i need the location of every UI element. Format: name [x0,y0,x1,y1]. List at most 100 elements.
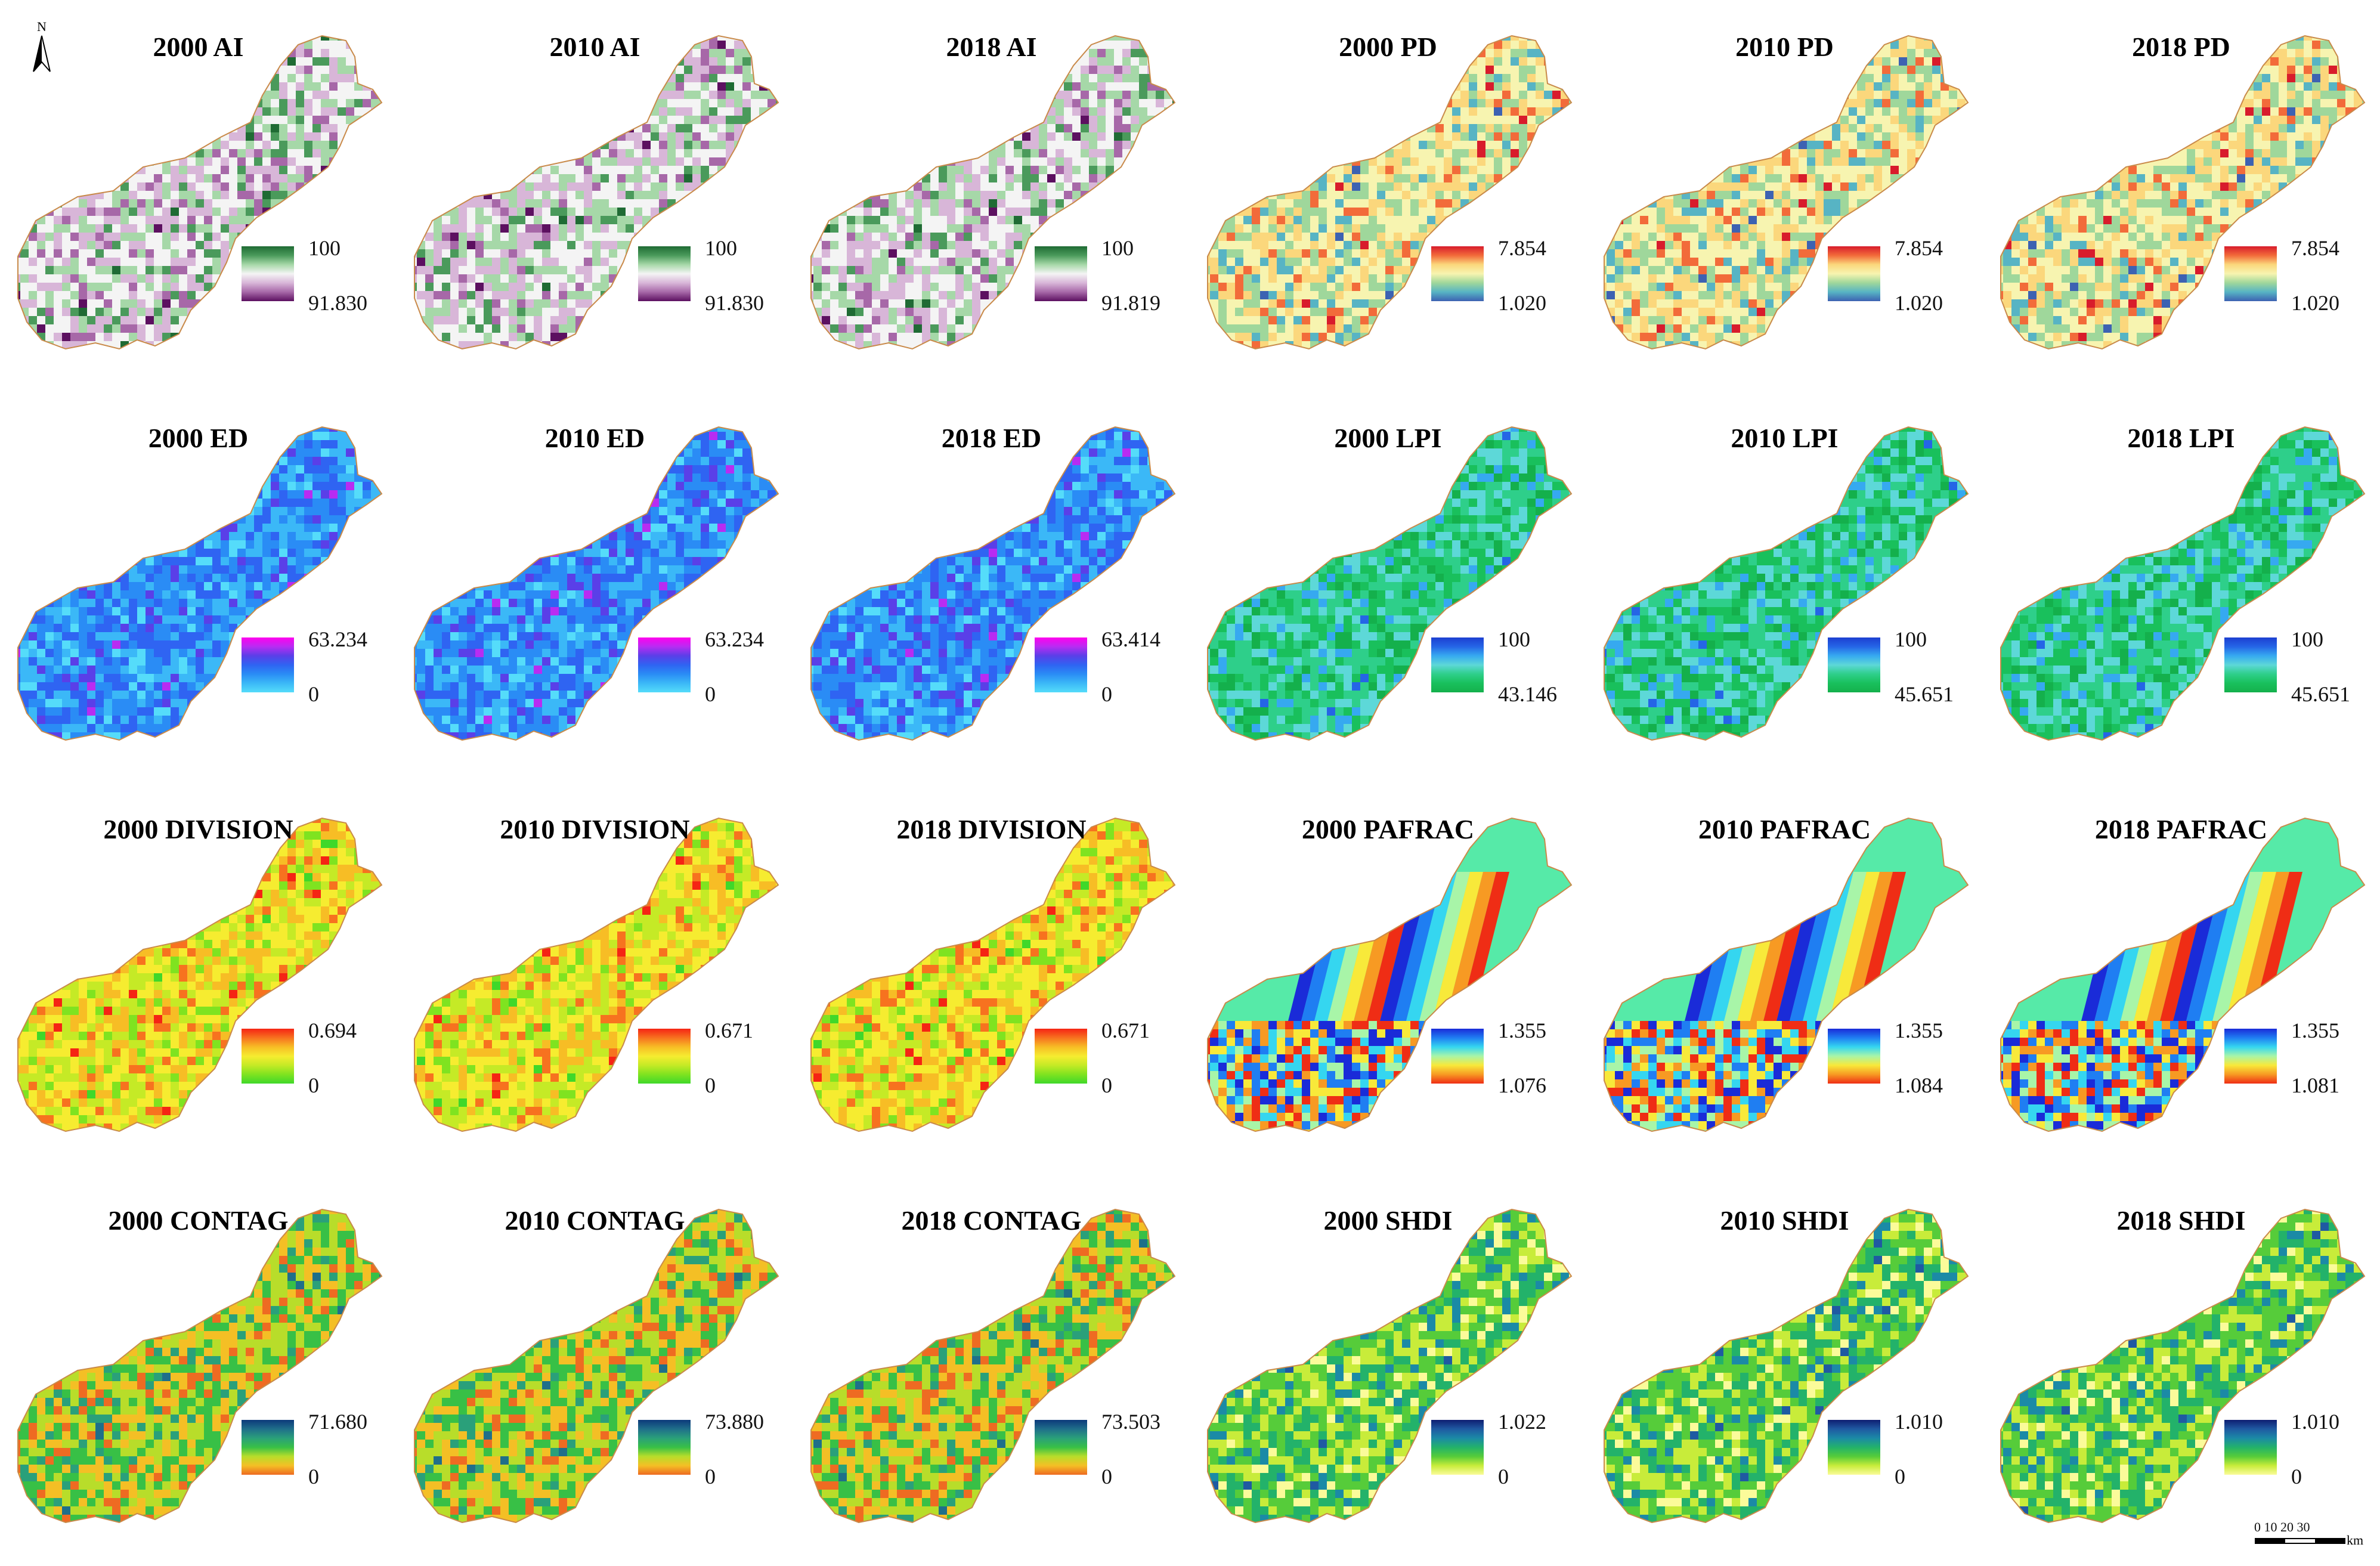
legend-max-value: 1.022 [1498,1409,1546,1434]
scale-unit: km [2347,1533,2363,1548]
legend-color-ramp [638,1420,691,1475]
legend-min-value: 1.084 [1895,1073,1943,1098]
landscape-map [2000,1208,2366,1524]
legend-max-value: 100 [1101,236,1134,261]
map-panel: 2018 PD 7.854 1.020 [1983,0,2379,391]
legend-min-value: 0 [705,1073,716,1098]
legend-color-ramp [1828,1420,1880,1475]
watershed-boundary [1604,35,1969,350]
legend-color-ramp [2224,637,2277,692]
legend: 1.010 0 [1828,1409,1977,1489]
panel-title: 2000 PD [1190,31,1586,63]
panel-title: 2000 CONTAG [0,1205,397,1236]
map-panel: 2018 SHDI 1.010 0 [1983,1174,2379,1565]
legend: 100 91.830 [242,236,391,315]
legend: 0.671 0 [638,1018,787,1098]
watershed-boundary [1604,1208,1969,1524]
legend-max-value: 100 [705,236,737,261]
landscape-map [17,35,383,350]
legend-min-value: 0 [1895,1464,1905,1489]
landscape-map [1207,35,1573,350]
landscape-map [2000,35,2366,350]
watershed-boundary [2000,1208,2366,1524]
map-panel: 2018 ED 63.414 0 [793,391,1190,782]
scale-bar-graphic [2255,1538,2345,1544]
watershed-boundary [414,1208,779,1524]
legend-min-value: 1.020 [1895,290,1943,315]
landscape-map [2000,817,2366,1132]
legend: 7.854 1.020 [1431,236,1580,315]
legend: 1.355 1.084 [1828,1018,1977,1098]
legend: 0.671 0 [1035,1018,1184,1098]
panel-title: 2018 PD [1983,31,2379,63]
legend-max-value: 0.671 [705,1018,753,1043]
legend: 100 45.651 [2224,627,2373,707]
watershed-boundary [1207,35,1573,350]
legend-color-ramp [1431,246,1484,301]
legend-color-ramp [1828,1029,1880,1084]
legend-min-value: 1.020 [1498,290,1546,315]
legend-max-value: 73.880 [705,1409,764,1434]
legend: 100 91.819 [1035,236,1184,315]
landscape-map [1604,817,1969,1132]
panel-title: 2018 AI [793,31,1190,63]
panel-title: 2018 CONTAG [793,1205,1190,1236]
map-panel: 2000 SHDI 1.022 0 [1190,1174,1586,1565]
legend: 1.010 0 [2224,1409,2373,1488]
watershed-boundary [2000,426,2366,741]
legend-min-value: 45.651 [2291,682,2350,707]
map-panel: 2018 PAFRAC 1.355 1.081 [1983,782,2379,1174]
watershed-boundary [414,426,779,741]
legend: 63.234 0 [242,627,391,707]
legend: 7.854 1.020 [1828,236,1977,315]
panel-title: 2010 AI [397,31,793,63]
landscape-map [414,817,779,1132]
legend-color-ramp [638,1029,691,1084]
scale-bar: 0 10 20 30 km [2254,1519,2367,1555]
map-panel: 2018 LPI 100 45.651 [1983,391,2379,782]
panel-title: 2010 CONTAG [397,1205,793,1236]
legend-min-value: 0 [1101,1073,1112,1098]
north-arrow-icon: N [33,19,51,72]
panel-title: 2018 ED [793,422,1190,454]
landscape-map [1604,35,1969,350]
watershed-boundary [1207,426,1573,741]
legend-max-value: 63.234 [308,627,367,652]
legend-color-ramp [1431,637,1484,692]
map-panel: 2000 ED 63.234 0 [0,391,397,782]
legend-max-value: 1.355 [1895,1018,1943,1043]
legend-max-value: 7.854 [1895,236,1943,261]
legend-min-value: 0 [308,682,319,707]
map-panel: 2010 PD 7.854 1.020 [1586,0,1983,391]
legend: 71.680 0 [242,1409,391,1488]
legend-min-value: 43.146 [1498,682,1557,707]
panel-title: 2018 DIVISION [793,813,1190,845]
legend-min-value: 1.081 [2291,1073,2339,1098]
legend-max-value: 0.694 [308,1018,357,1043]
landscape-map [1207,1208,1573,1524]
legend-color-ramp [242,637,294,692]
legend-color-ramp [1035,246,1087,301]
legend-max-value: 7.854 [1498,236,1546,261]
watershed-boundary [2000,817,2366,1132]
map-panel: 2000 LPI 100 43.146 [1190,391,1586,782]
watershed-boundary [414,35,779,350]
panel-title: 2000 LPI [1190,422,1586,454]
legend-color-ramp [1828,637,1880,692]
landscape-map [810,35,1176,350]
scale-ticks: 0 10 20 30 [2254,1519,2310,1535]
landscape-map [1207,426,1573,741]
panel-title: 2000 SHDI [1190,1205,1586,1236]
legend: 1.022 0 [1431,1409,1580,1488]
map-panel: 2000 PD 7.854 1.020 [1190,0,1586,391]
landscape-map [810,426,1176,741]
legend-color-ramp [242,246,294,301]
legend: 73.880 0 [638,1409,787,1488]
panel-title: 2010 DIVISION [397,813,793,845]
legend-color-ramp [1035,637,1087,692]
panel-title: 2010 PD [1586,31,1983,63]
legend-max-value: 1.355 [2291,1018,2339,1043]
watershed-boundary [1207,1208,1573,1524]
legend-max-value: 63.234 [705,627,764,652]
